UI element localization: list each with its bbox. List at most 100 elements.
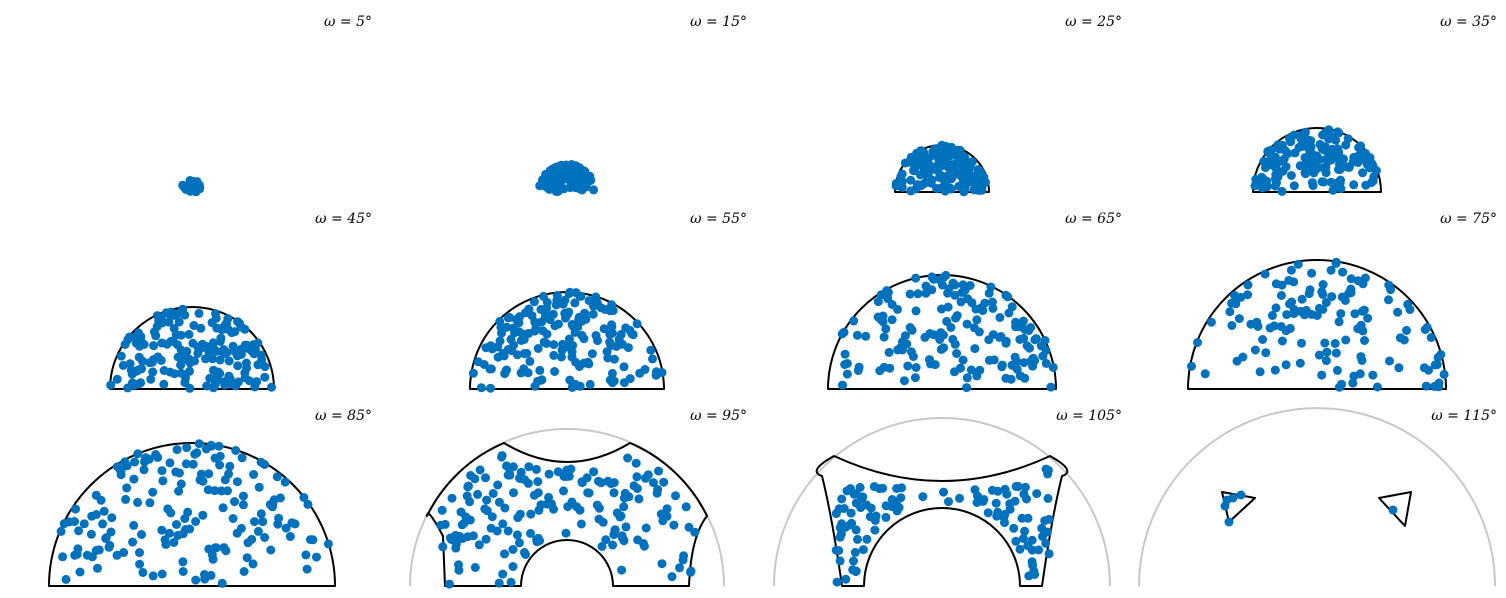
data-point [86,529,96,539]
data-point [944,284,954,294]
data-point [56,526,66,536]
data-point [148,487,158,497]
data-point [180,514,190,524]
data-point [598,517,608,527]
data-point [178,304,188,314]
data-point [858,492,868,502]
data-point [240,368,250,378]
panel-omega-15: ω = 15° [535,14,747,196]
data-point [194,439,204,449]
data-point [841,574,851,584]
data-point [533,344,543,353]
data-point [995,332,1004,342]
data-point [303,499,313,509]
data-point [632,472,642,482]
data-point [1043,465,1053,475]
data-point [1227,321,1237,330]
data-point [542,329,552,339]
data-point [210,543,220,553]
data-point [1261,348,1271,358]
panel-omega-85: ω = 85° [48,408,372,588]
data-point [481,473,490,483]
data-point [208,554,218,564]
data-point [498,569,508,579]
data-point [480,504,490,514]
data-point [116,470,126,480]
data-point [502,461,511,471]
data-point [91,510,101,519]
data-point [492,526,502,536]
data-point [230,346,240,356]
data-point [1405,305,1415,314]
data-point [1363,313,1373,323]
data-point [585,379,595,389]
data-point [1317,287,1327,297]
data-point [903,361,913,371]
data-point [487,512,497,522]
data-point [1018,534,1028,543]
data-point [526,509,536,519]
data-point [600,304,610,314]
data-point [580,167,590,177]
data-point [1011,536,1021,546]
data-point [153,452,163,462]
data-point [514,538,524,548]
data-point [861,331,871,341]
data-point [164,528,174,538]
data-point [619,536,629,546]
data-point [93,563,102,573]
data-point [635,368,645,378]
data-point [987,485,997,495]
data-point [1232,356,1242,366]
data-point [686,567,695,577]
data-point [1309,166,1319,176]
data-point [1336,309,1346,319]
data-point [921,288,931,298]
data-point [1293,259,1303,269]
data-point [583,488,593,498]
data-point [1206,317,1216,327]
data-point [256,509,266,519]
data-point [1027,535,1037,545]
data-point [856,503,866,513]
data-point [531,464,541,474]
data-point [107,513,117,523]
data-point [1305,285,1315,295]
data-point [1328,185,1338,195]
data-point [927,151,937,160]
data-point [1321,356,1331,366]
data-point [1297,338,1306,348]
data-point [1321,168,1331,178]
data-point [1230,291,1240,300]
data-point [173,530,183,540]
data-point [1246,319,1256,329]
data-point [188,459,198,469]
data-point [231,446,241,455]
data-point [323,539,333,549]
data-point [533,477,543,487]
data-point [1011,482,1021,491]
data-point [1270,174,1280,184]
data-point [1187,361,1196,371]
data-point [542,297,552,307]
data-point [1327,292,1337,302]
region-boundary [1187,259,1447,390]
data-point [1402,325,1411,335]
data-point [1227,298,1237,308]
data-point [883,294,893,304]
data-point [1038,351,1048,361]
data-point [191,575,201,585]
data-point [1234,314,1244,324]
data-point [1286,265,1296,275]
data-point [993,507,1003,517]
data-point [527,311,537,321]
data-point [500,369,510,379]
data-point [145,498,155,508]
data-point [850,547,860,557]
data-point [1295,358,1305,368]
data-point [582,473,592,483]
data-point [512,530,522,540]
data-point [1357,355,1367,365]
data-point [438,542,448,552]
data-point [1243,280,1253,290]
